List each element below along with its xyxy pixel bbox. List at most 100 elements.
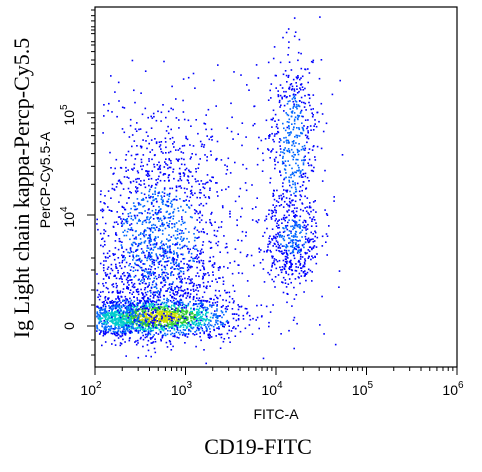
- event-dot: [135, 343, 138, 346]
- event-dot: [268, 321, 270, 324]
- event-dot: [159, 331, 162, 334]
- event-dot: [148, 255, 150, 258]
- event-dot: [104, 317, 107, 320]
- event-dot: [224, 164, 226, 166]
- event-dot: [198, 317, 200, 320]
- event-dot: [201, 299, 203, 302]
- event-dot: [301, 75, 304, 78]
- event-dot: [104, 312, 106, 315]
- event-dot: [141, 313, 143, 316]
- event-dot: [123, 332, 126, 334]
- event-dot: [311, 112, 313, 114]
- event-dot: [149, 212, 151, 215]
- event-dot: [186, 245, 188, 248]
- event-dot: [132, 315, 134, 317]
- event-dot: [288, 242, 290, 244]
- event-dot: [112, 312, 114, 315]
- event-dot: [266, 251, 268, 253]
- event-dot: [122, 326, 124, 329]
- event-dot: [206, 285, 208, 287]
- event-dot: [184, 221, 186, 224]
- event-dot: [152, 196, 154, 199]
- event-dot: [182, 267, 185, 269]
- event-dot: [177, 207, 179, 209]
- event-dot: [268, 137, 270, 139]
- event-dot: [307, 257, 310, 259]
- event-dot: [124, 311, 127, 314]
- event-dot: [216, 308, 218, 310]
- event-dot: [313, 240, 316, 242]
- event-dot: [289, 266, 291, 268]
- event-dot: [135, 186, 137, 188]
- event-dot: [135, 289, 138, 291]
- event-dot: [136, 304, 139, 306]
- event-dot: [197, 312, 199, 314]
- event-dot: [167, 288, 169, 290]
- event-dot: [118, 318, 120, 321]
- event-dot: [124, 333, 127, 335]
- event-dot: [279, 236, 281, 238]
- event-dot: [185, 307, 187, 309]
- event-dot: [173, 302, 176, 305]
- event-dot: [133, 89, 135, 92]
- event-dot: [104, 195, 106, 197]
- event-dot: [204, 183, 206, 185]
- event-dot: [300, 148, 303, 151]
- event-dot: [148, 194, 150, 197]
- event-dot: [151, 252, 153, 254]
- event-dot: [115, 305, 118, 308]
- event-dot: [302, 89, 305, 91]
- event-dot: [123, 310, 125, 312]
- event-dot: [120, 343, 123, 345]
- event-dot: [104, 299, 107, 301]
- event-dot: [127, 280, 129, 282]
- event-dot: [312, 240, 315, 243]
- event-dot: [311, 169, 314, 172]
- event-dot: [293, 103, 295, 105]
- event-dot: [318, 77, 321, 80]
- event-dot: [108, 276, 110, 278]
- event-dot: [142, 312, 145, 314]
- event-dot: [296, 246, 299, 248]
- event-dot: [134, 341, 136, 343]
- event-dot: [177, 304, 180, 306]
- event-dot: [96, 223, 98, 225]
- event-dot: [229, 262, 231, 264]
- event-dot: [99, 311, 101, 314]
- event-dot: [132, 320, 135, 323]
- event-dot: [216, 281, 218, 283]
- event-dot: [282, 237, 285, 240]
- event-dot: [102, 209, 105, 212]
- event-dot: [97, 306, 99, 308]
- event-dot: [283, 110, 285, 112]
- event-dot: [145, 312, 147, 315]
- event-dot: [211, 264, 214, 266]
- event-dot: [125, 298, 127, 300]
- event-dot: [203, 332, 205, 335]
- event-dot: [180, 236, 183, 238]
- event-dot: [292, 212, 295, 214]
- event-dot: [116, 289, 119, 292]
- event-dot: [129, 269, 132, 271]
- event-dot: [196, 317, 199, 320]
- event-dot: [246, 280, 249, 282]
- event-dot: [222, 276, 224, 279]
- event-dot: [211, 176, 213, 178]
- event-dot: [275, 267, 278, 270]
- event-dot: [197, 290, 200, 292]
- event-dot: [198, 325, 200, 327]
- event-dot: [218, 326, 220, 328]
- event-dot: [286, 260, 288, 263]
- event-dot: [233, 71, 235, 73]
- event-dot: [138, 212, 140, 214]
- event-dot: [125, 248, 128, 251]
- event-dot: [203, 285, 205, 288]
- event-dot: [237, 304, 239, 306]
- event-dot: [311, 149, 314, 151]
- event-dot: [145, 229, 147, 232]
- event-dot: [169, 343, 172, 345]
- event-dot: [129, 247, 132, 249]
- event-dot: [305, 279, 307, 282]
- event-dot: [155, 291, 157, 293]
- event-dot: [158, 328, 161, 331]
